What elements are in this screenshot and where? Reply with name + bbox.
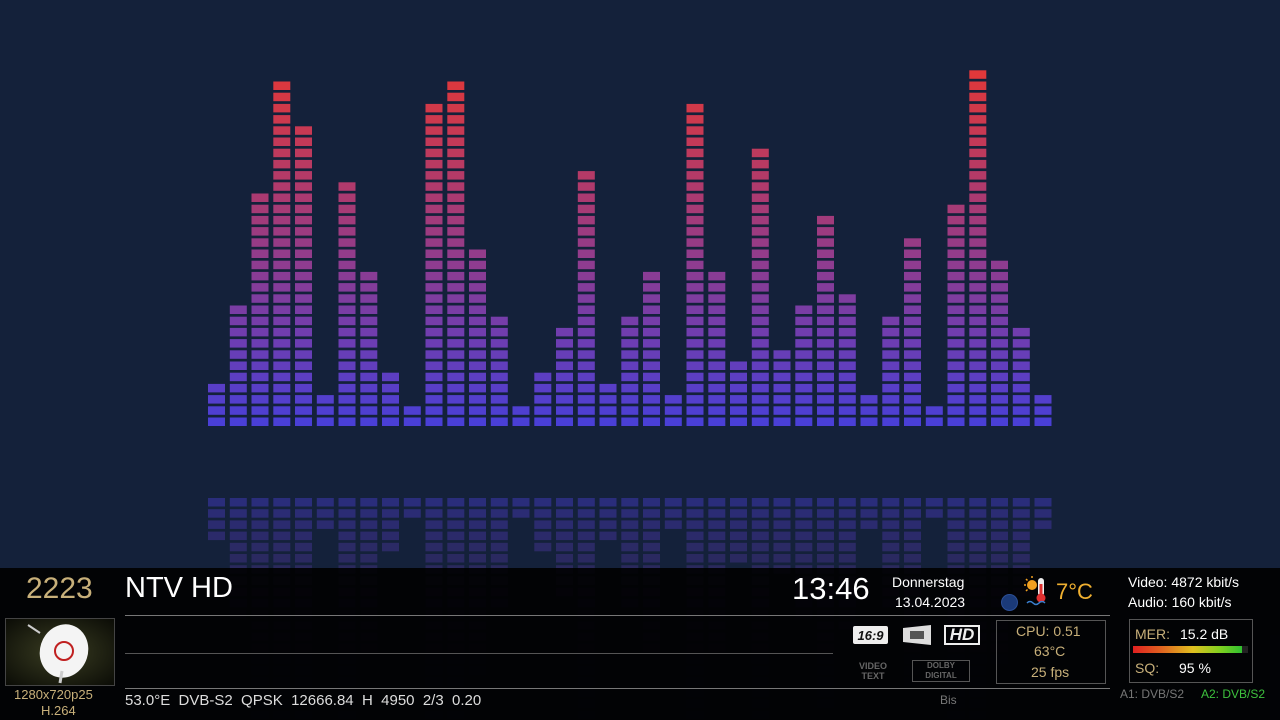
spectrum-bar	[403, 406, 421, 426]
spectrum-bar	[577, 171, 595, 426]
spectrum-bar-reflection	[773, 498, 791, 574]
spectrum-bar	[447, 81, 465, 426]
spectrum-bar	[795, 305, 813, 426]
spectrum-bar	[643, 271, 660, 426]
spectrum-bar	[599, 383, 617, 426]
spectrum-bar	[208, 383, 225, 426]
divider-top	[125, 615, 1110, 616]
spectrum-bar	[556, 327, 573, 426]
spectrum-bar	[882, 316, 900, 426]
divider-mid	[125, 653, 833, 654]
hd-badge: HD	[944, 625, 980, 645]
clock-date: 13.04.2023	[895, 594, 966, 610]
cpu-temp: 63°C	[1034, 643, 1066, 659]
spectrum-bar	[360, 271, 378, 426]
spectrum-bar	[838, 294, 856, 426]
spectrum-bar	[991, 260, 1008, 426]
sq-label: SQ:	[1135, 660, 1160, 676]
aspect-ratio-badge: 16:9	[853, 626, 888, 644]
spectrum-bar	[469, 249, 486, 426]
spectrum-bar	[751, 148, 769, 426]
spectrum-bar-reflection	[316, 498, 334, 529]
spectrum-bar	[817, 215, 834, 426]
spectrum-bar-reflection	[534, 498, 552, 552]
audio-track-2: A2: DVB/S2	[1201, 687, 1266, 701]
spectrum-bar-reflection	[512, 498, 530, 518]
channel-number: 2223	[26, 572, 93, 605]
signal-box	[1129, 619, 1253, 683]
spectrum-bar	[490, 316, 508, 426]
videotext-icon: VIDEO TEXT	[858, 661, 887, 681]
cpu-load: CPU: 0.51	[1016, 623, 1081, 639]
video-codec: H.264	[41, 703, 76, 718]
transponder-info: 53.0°E DVB-S2 QPSK 12666.84 H 4950 2/3 0…	[125, 692, 482, 709]
audio-track-1: A1: DVB/S2	[1120, 687, 1185, 701]
signal-quality-bar	[1133, 646, 1248, 653]
video-resolution: 1280x720p25	[14, 687, 93, 702]
spectrum-bar	[860, 395, 878, 426]
spectrum-bar	[969, 70, 987, 426]
mer-label: MER:	[1135, 626, 1170, 642]
spectrum-bar-reflection	[860, 498, 878, 529]
spectrum-bar	[773, 350, 791, 426]
spectrum-bar	[621, 316, 639, 426]
system-stats-box	[996, 620, 1106, 684]
divider-bottom	[125, 688, 1110, 689]
spectrum-bar	[904, 238, 921, 426]
mer-value: 15.2 dB	[1180, 626, 1229, 642]
spectrum-bar	[425, 103, 443, 426]
channel-name: NTV HD	[125, 572, 233, 604]
spectrum-bar	[686, 103, 704, 426]
spectrum-bar	[512, 406, 530, 426]
spectrum-bar	[708, 271, 726, 426]
spectrum-bar	[947, 204, 965, 426]
spectrum-bar-reflection	[925, 498, 943, 518]
widescreen-icon	[903, 625, 931, 645]
sq-value: 95 %	[1179, 660, 1211, 676]
spectrum-bar-reflection	[1034, 498, 1052, 529]
spectrum-bar-reflection	[599, 498, 617, 541]
clock-weekday: Donnerstag	[892, 574, 965, 590]
thermometer-sun-icon	[1024, 576, 1046, 606]
spectrum-bar	[730, 361, 747, 426]
audio-bitrate: Audio: 160 kbit/s	[1128, 594, 1232, 610]
weather-temp: 7°C	[1056, 579, 1093, 604]
spectrum-bar	[664, 395, 682, 426]
spectrum-bar-reflection	[382, 498, 399, 552]
infobar	[0, 568, 1280, 720]
spectrum-bar-reflection	[403, 498, 421, 518]
epg-end-label: Bis	[940, 693, 957, 707]
spectrum-bar-reflection	[730, 498, 747, 563]
spectrum-bar	[1034, 395, 1052, 426]
dolby-icon: DOLBY DIGITAL	[912, 660, 970, 682]
spectrum-bar-reflection	[208, 498, 225, 541]
spectrum-bar	[251, 193, 269, 426]
satellite-dish-icon	[5, 618, 115, 686]
spectrum-bar	[316, 395, 334, 426]
spectrum-bar	[295, 126, 312, 426]
spectrum-bar	[273, 81, 291, 426]
spectrum-bar	[925, 406, 943, 426]
clock-time: 13:46	[792, 571, 870, 606]
spectrum-bar	[338, 182, 356, 426]
spectrum-bar	[382, 372, 399, 426]
frame-rate: 25 fps	[1031, 664, 1070, 680]
video-bitrate: Video: 4872 kbit/s	[1128, 574, 1240, 590]
moon-icon	[1001, 594, 1018, 611]
spectrum-bar	[229, 305, 247, 426]
spectrum-bar	[1012, 327, 1030, 426]
spectrum-bar-reflection	[664, 498, 682, 529]
spectrum-bar	[534, 372, 552, 426]
